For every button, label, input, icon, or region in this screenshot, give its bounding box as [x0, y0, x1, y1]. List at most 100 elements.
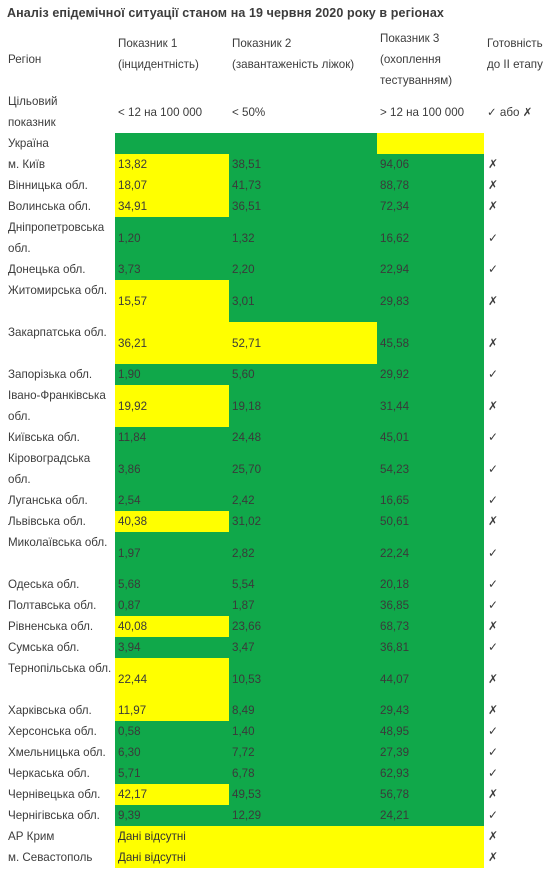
- table-row: Чернівецька обл. 42,17 49,53 56,78 ✗: [2, 784, 550, 805]
- readiness-mark: ✗: [488, 398, 499, 413]
- readiness-mark: ✓: [488, 745, 499, 759]
- region-name: Київська обл.: [8, 431, 80, 444]
- indicator-1-value: 11,84: [115, 427, 229, 448]
- region-name: Житомирська обл.: [8, 284, 108, 297]
- readiness-mark: ✓: [488, 430, 499, 444]
- indicator-3-value: 72,34: [377, 196, 484, 217]
- indicator-1-value: 0,58: [115, 721, 229, 742]
- indicator-2-value: 52,71: [229, 322, 377, 364]
- indicator-1-value: 2,54: [115, 490, 229, 511]
- table-row: м. Севастополь Дані відсутні ✗: [2, 847, 550, 868]
- target-row: Цільовий показник < 12 на 100 000 < 50% >…: [2, 91, 550, 133]
- readiness-mark: ✓: [488, 640, 499, 654]
- indicator-1-value: 3,73: [115, 259, 229, 280]
- indicator-2-value: 12,29: [229, 805, 377, 826]
- indicator-3-value: 22,94: [377, 259, 484, 280]
- indicator-2-value: 1,87: [229, 595, 377, 616]
- table-row: Дніпропетровська обл. 1,20 1,32 16,62 ✓: [2, 217, 550, 259]
- indicator-3-title: Показник 3: [380, 32, 440, 45]
- table-row: Закарпатська обл. 36,21 52,71 45,58 ✗: [2, 322, 550, 364]
- region-name: Тернопільська обл.: [8, 662, 112, 675]
- indicator-1-value: 34,91: [115, 196, 229, 217]
- region-name: Харківська обл.: [8, 704, 92, 717]
- indicator-1-value: 3,94: [115, 637, 229, 658]
- indicator-1-value: 22,44: [115, 658, 229, 700]
- indicator-3-subtitle-b: тестуванням): [380, 74, 453, 87]
- indicator-3-header: Показник 3 (охоплення тестуванням): [377, 28, 484, 91]
- readiness-mark: ✗: [488, 199, 499, 213]
- header-row: Регіон Показник 1 (інцидентність) Показни…: [2, 28, 550, 91]
- indicator-1-value: 6,30: [115, 742, 229, 763]
- table-row: Чернігівська обл. 9,39 12,29 24,21 ✓: [2, 805, 550, 826]
- region-name: Черкаська обл.: [8, 767, 90, 780]
- readiness-mark: ✓: [488, 461, 499, 476]
- indicator-1-value: 18,07: [115, 175, 229, 196]
- readiness-mark: ✓: [488, 262, 499, 276]
- indicator-1-value: 5,71: [115, 763, 229, 784]
- indicator-2-value: 1,32: [229, 217, 377, 259]
- readiness-mark: ✓: [488, 766, 499, 780]
- indicator-2-value: 7,72: [229, 742, 377, 763]
- readiness-mark: ✗: [488, 703, 499, 717]
- table-row: Черкаська обл. 5,71 6,78 62,93 ✓: [2, 763, 550, 784]
- table-caption: Аналіз епідемічної ситуації станом на 19…: [7, 6, 444, 20]
- indicator-3-value: 44,07: [377, 658, 484, 700]
- target-indicator-3: > 12 на 100 000: [380, 105, 465, 119]
- table-row: Запорізька обл. 1,90 5,60 29,92 ✓: [2, 364, 550, 385]
- indicator-1-value: 5,68: [115, 574, 229, 595]
- region-name: Одеська обл.: [8, 578, 80, 591]
- ukraine-label: Україна: [8, 137, 49, 150]
- epidemic-table: Регіон Показник 1 (інцидентність) Показни…: [2, 28, 550, 868]
- indicator-2-value: 31,02: [229, 511, 377, 532]
- indicator-3-value: 27,39: [377, 742, 484, 763]
- region-name: Кіровоградська обл.: [8, 452, 91, 486]
- indicator-1-value: 42,17: [115, 784, 229, 805]
- region-name: Хмельницька обл.: [8, 746, 106, 759]
- region-name: м. Севастополь: [8, 851, 93, 864]
- indicator-2-value: 38,51: [229, 154, 377, 175]
- indicator-1-value: 1,97: [115, 532, 229, 574]
- indicator-3-value: 36,85: [377, 595, 484, 616]
- readiness-mark: ✗: [488, 850, 499, 864]
- table-row: Житомирська обл. 15,57 3,01 29,83 ✗: [2, 280, 550, 322]
- region-name: Закарпатська обл.: [8, 326, 107, 339]
- readiness-mark: ✓: [488, 808, 499, 822]
- region-name: Чернівецька обл.: [8, 788, 101, 801]
- region-name: Львівська обл.: [8, 515, 86, 528]
- indicator-3-value: 24,21: [377, 805, 484, 826]
- region-name: Миколаївська обл.: [8, 536, 108, 549]
- indicator-3-value: 22,24: [377, 532, 484, 574]
- indicator-3-value: 54,23: [377, 448, 484, 490]
- region-name: Дніпропетровська обл.: [8, 221, 105, 255]
- indicator-3-value: 31,44: [377, 385, 484, 427]
- indicator-2-value: 8,49: [229, 700, 377, 721]
- indicator-2-value: 5,60: [229, 364, 377, 385]
- indicator-1-header: Показник 1 (інцидентність): [115, 28, 229, 91]
- indicator-2-subtitle: (завантаженість ліжок): [232, 58, 355, 71]
- indicator-3-value: 48,95: [377, 721, 484, 742]
- table-row: Тернопільська обл. 22,44 10,53 44,07 ✗: [2, 658, 550, 700]
- indicator-2-value: 2,42: [229, 490, 377, 511]
- readiness-mark: ✓: [488, 367, 499, 381]
- table-row: Львівська обл. 40,38 31,02 50,61 ✗: [2, 511, 550, 532]
- readiness-mark: ✗: [488, 787, 499, 801]
- indicator-3-subtitle-a: (охоплення: [380, 53, 441, 66]
- no-data-value: Дані відсутні: [115, 826, 484, 847]
- indicator-3-value: 20,18: [377, 574, 484, 595]
- region-name: Сумська обл.: [8, 641, 80, 654]
- readiness-mark: ✓: [488, 493, 499, 507]
- indicator-1-subtitle: (інцидентність): [118, 58, 199, 71]
- indicator-3-value: 29,92: [377, 364, 484, 385]
- table-row: Миколаївська обл. 1,97 2,82 22,24 ✓: [2, 532, 550, 574]
- table-row: Херсонська обл. 0,58 1,40 48,95 ✓: [2, 721, 550, 742]
- region-name: м. Київ: [8, 158, 46, 171]
- readiness-mark: ✗: [488, 293, 499, 308]
- table-row: Полтавська обл. 0,87 1,87 36,85 ✓: [2, 595, 550, 616]
- indicator-1-value: 1,90: [115, 364, 229, 385]
- indicator-3-value: 36,81: [377, 637, 484, 658]
- table-row: Івано-Франківська обл. 19,92 19,18 31,44 ✗: [2, 385, 550, 427]
- indicator-1-value: 40,38: [115, 511, 229, 532]
- region-name: Запорізька обл.: [8, 368, 93, 381]
- indicator-2-value: 36,51: [229, 196, 377, 217]
